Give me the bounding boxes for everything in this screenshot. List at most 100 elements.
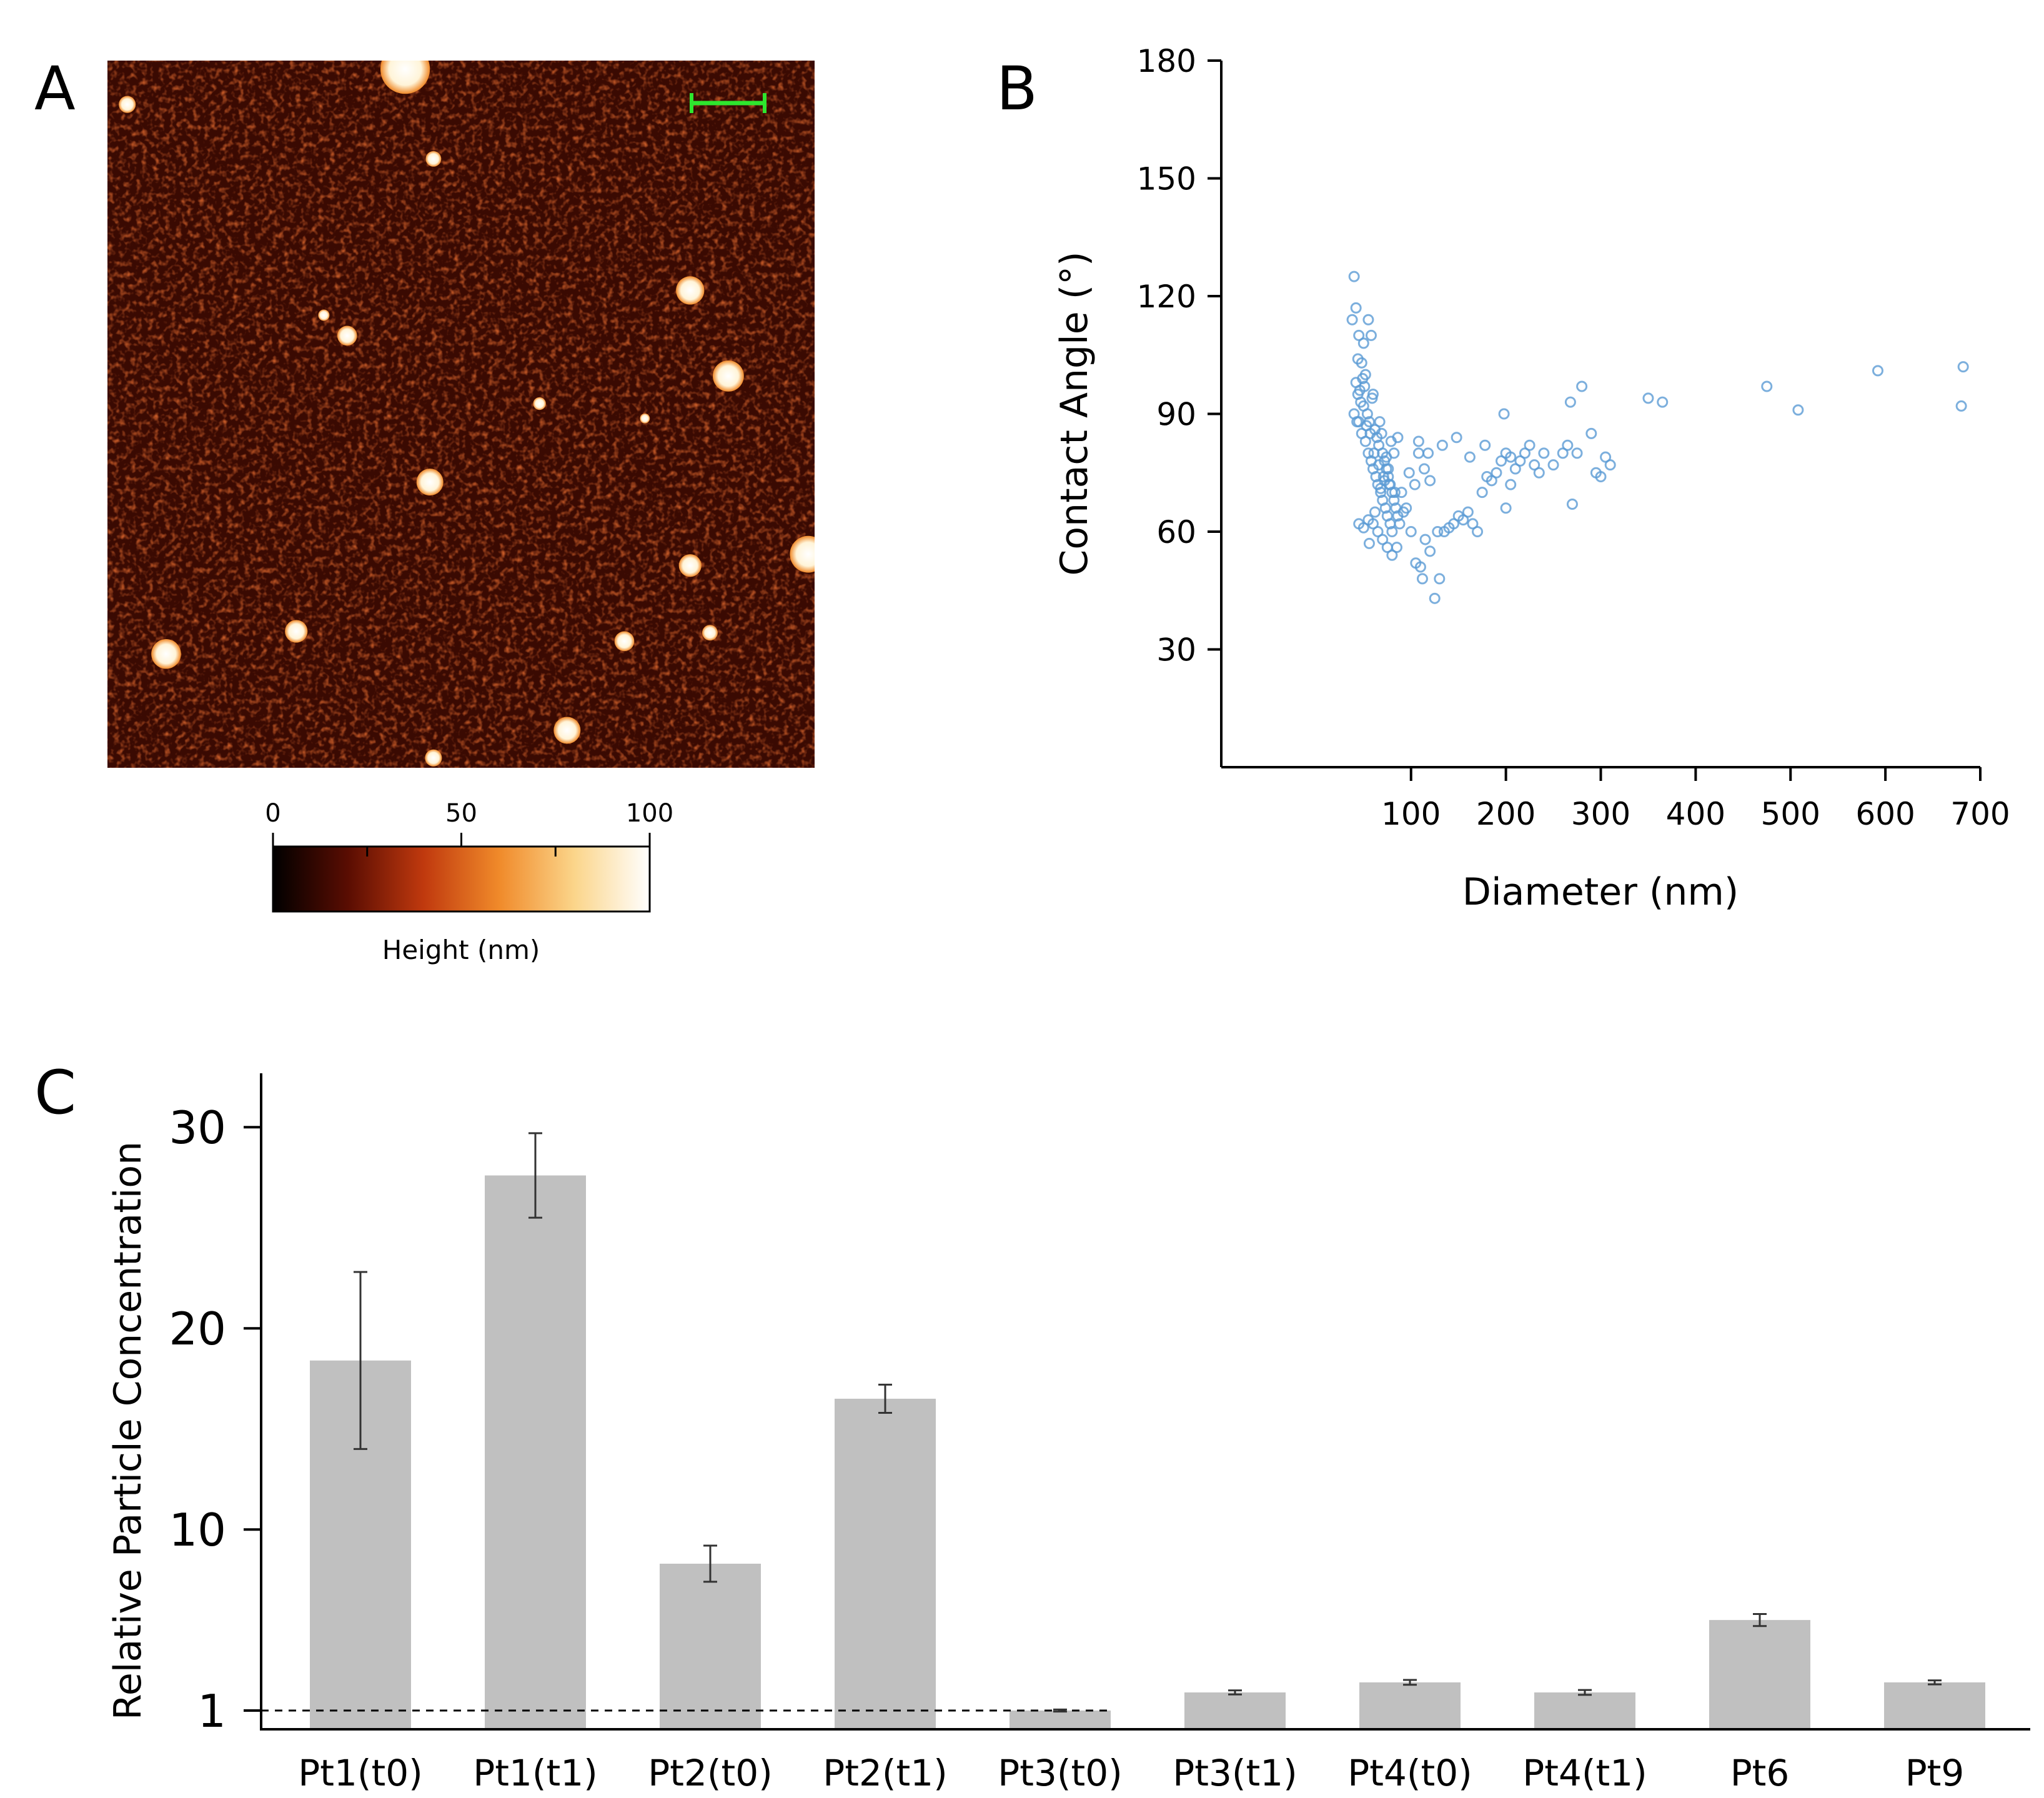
- afm-particle-8: [533, 397, 546, 410]
- scatter-point-132: [1351, 416, 1363, 428]
- bar-label-Pt4(t0): Pt4(t0): [1347, 1752, 1472, 1794]
- scatter-point-144: [1505, 451, 1517, 463]
- afm-particle-4: [337, 325, 357, 346]
- scatter-point-53: [1394, 518, 1406, 530]
- scatter-point-52: [1391, 542, 1402, 554]
- colorbar: 0 50 100 Height (nm): [265, 799, 673, 965]
- bar-label-Pt9: Pt9: [1905, 1752, 1965, 1794]
- scatter-point-101: [1872, 365, 1883, 377]
- afm-particle-6: [712, 360, 744, 392]
- bar-label-Pt1(t1): Pt1(t1): [473, 1752, 598, 1794]
- scatter-point-49: [1377, 534, 1389, 545]
- bar-label-Pt4(t1): Pt4(t1): [1522, 1752, 1647, 1794]
- scatter-point-140: [1412, 447, 1424, 459]
- scatter-x-tick-label-200: 200: [1476, 796, 1535, 832]
- scatter-point-80: [1514, 455, 1526, 467]
- scatter-point-120: [1451, 432, 1462, 444]
- scatter-point-58: [1414, 561, 1426, 573]
- scatter-point-85: [1538, 447, 1550, 459]
- bar-Pt6: [1709, 1620, 1810, 1729]
- scatter-point-69: [1462, 506, 1474, 518]
- scatter-point-75: [1491, 467, 1502, 479]
- scatter-point-89: [1566, 499, 1578, 510]
- scatter-point-79: [1509, 463, 1521, 475]
- scatter-point-68: [1457, 514, 1469, 526]
- bar-Pt2(t0): [660, 1563, 761, 1729]
- scatter-point-60: [1419, 534, 1431, 545]
- scatter-point-123: [1498, 408, 1510, 420]
- scatter-point-121: [1464, 451, 1476, 463]
- scatter-x-tick-label-300: 300: [1571, 796, 1630, 832]
- panel-label-a: A: [34, 54, 76, 124]
- scatter-point-96: [1604, 459, 1616, 471]
- scatter-point-83: [1529, 459, 1540, 471]
- afm-particle-1: [119, 96, 136, 113]
- scatter-point-74: [1486, 475, 1497, 487]
- scatter-point-102: [1955, 400, 1967, 412]
- panel-label-c: C: [34, 1058, 76, 1128]
- scatter-point-92: [1585, 427, 1597, 439]
- bar-label-Pt6: Pt6: [1730, 1752, 1790, 1794]
- scatter-point-40: [1379, 502, 1391, 514]
- scatter-point-116: [1412, 435, 1424, 447]
- bar-label-Pt2(t0): Pt2(t0): [648, 1752, 773, 1794]
- bar-y-tick-label-10: 10: [169, 1504, 226, 1556]
- scatter-x-ticks: 100 200 300 400 500 600 700: [1381, 767, 2010, 832]
- colorbar-gradient: [272, 845, 651, 913]
- scatter-point-8: [1356, 357, 1367, 369]
- afm-particle-12: [151, 638, 181, 669]
- scale-bar: [690, 93, 766, 113]
- bar-Pt2(t1): [835, 1398, 936, 1729]
- scatter-point-66: [1448, 518, 1460, 530]
- scatter-y-tick-label-150: 150: [1137, 161, 1196, 197]
- scatter-point-4: [1346, 314, 1358, 325]
- scatter-x-tick-label-500: 500: [1761, 796, 1820, 832]
- scatter-point-108: [1368, 447, 1380, 459]
- error-bars: [354, 1132, 1942, 1713]
- scatter-point-32: [1359, 435, 1371, 447]
- afm-texture: [107, 61, 815, 768]
- afm-particles: [119, 61, 815, 767]
- scatter-point-71: [1472, 526, 1484, 537]
- scatter-point-81: [1519, 447, 1531, 459]
- scatter-point-62: [1429, 592, 1441, 604]
- scatter-point-54: [1396, 487, 1407, 499]
- afm-particle-14: [702, 625, 718, 641]
- scatter-point-77: [1500, 502, 1512, 514]
- scatter-point-82: [1524, 439, 1535, 451]
- scatter-y-ticks: 30 60 90 120 150 180: [1137, 43, 1221, 668]
- scatter-point-117: [1422, 447, 1434, 459]
- afm-particle-9: [678, 554, 702, 577]
- bar-Pt4(t1): [1534, 1692, 1635, 1729]
- scatter-point-118: [1432, 526, 1444, 537]
- scatter-point-6: [1362, 314, 1374, 325]
- bar-label-Pt2(t1): Pt2(t1): [823, 1752, 948, 1794]
- scatter-point-87: [1557, 447, 1569, 459]
- scatter-point-11: [1365, 329, 1377, 341]
- scatter-point-114: [1403, 467, 1415, 479]
- scatter-point-61: [1424, 545, 1436, 557]
- scatter-y-label: Contact Angle (°): [1053, 251, 1096, 575]
- scatter-point-112: [1389, 487, 1401, 499]
- scatter-point-129: [1382, 463, 1394, 475]
- bar-y-tick-label-1: 1: [197, 1685, 226, 1737]
- scatter-point-128: [1379, 475, 1391, 487]
- bar-y-label: Relative Particle Concentration: [106, 1141, 150, 1720]
- colorbar-tick-label-0: 0: [265, 799, 280, 828]
- afm-particle-13: [614, 631, 635, 652]
- colorbar-tick-label-50: 50: [445, 799, 477, 828]
- scatter-point-135: [1366, 392, 1378, 404]
- scatter-point-95: [1600, 451, 1612, 463]
- scatter-point-109: [1373, 459, 1385, 471]
- bar-Pt1(t1): [485, 1175, 586, 1729]
- scatter-point-122: [1479, 439, 1491, 451]
- panel-b: 30 60 90 120 150 180 100 200 300 400 500 600 700 Di…: [1053, 43, 2010, 914]
- scatter-point-86: [1547, 459, 1559, 471]
- scatter-points: [1346, 271, 1969, 604]
- scatter-y-tick-label-60: 60: [1156, 514, 1196, 550]
- afm-particle-18: [318, 309, 330, 321]
- scatter-point-133: [1357, 372, 1369, 384]
- bar-label-Pt3(t1): Pt3(t1): [1173, 1752, 1297, 1794]
- scatter-y-tick-label-90: 90: [1156, 397, 1196, 433]
